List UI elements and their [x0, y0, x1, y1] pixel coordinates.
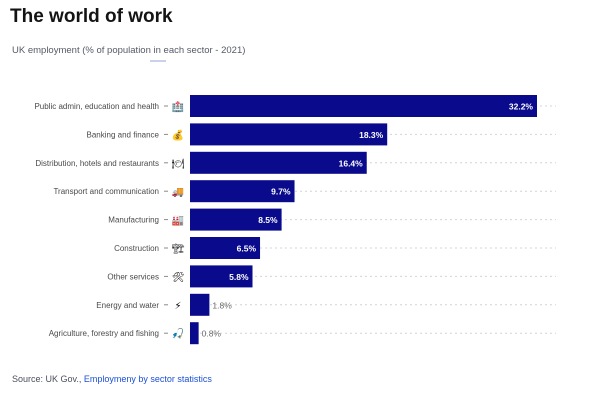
category-label: Transport and communication	[53, 187, 159, 196]
chart-title: The world of work	[10, 6, 173, 27]
source-note: Source: UK Gov., Employmeny by sector st…	[12, 374, 212, 384]
subtitle-underline	[150, 60, 166, 62]
factory-icon: 🏭	[172, 215, 184, 227]
category-label: Manufacturing	[108, 216, 159, 225]
data-label: 32.2%	[509, 102, 534, 112]
truck-icon: 🚚	[172, 187, 184, 198]
bar	[190, 151, 367, 174]
hospital-icon: 🏥	[172, 100, 184, 113]
category-label: Other services	[107, 272, 159, 281]
data-label: 1.8%	[212, 300, 232, 310]
bar	[190, 293, 210, 316]
data-label: 5.8%	[229, 272, 249, 282]
bar	[190, 208, 282, 231]
bar-chart: 32.2% Public admin, education and health 🏥…	[34, 95, 556, 345]
bar	[190, 237, 261, 259]
tools-icon: 🛠	[172, 271, 185, 283]
bar	[190, 322, 199, 345]
bar	[190, 265, 253, 288]
data-label: 8.5%	[258, 215, 278, 225]
data-label: 9.7%	[271, 187, 291, 197]
category-label: Distribution, hotels and restaurants	[35, 159, 159, 168]
category-label: Banking and finance	[87, 130, 160, 139]
money-bag-icon: 💰	[172, 128, 184, 141]
fishing-icon: 🎣	[172, 327, 184, 340]
bar	[190, 180, 295, 203]
plate-icon: 🍽	[172, 158, 185, 170]
bar	[190, 95, 537, 117]
category-label: Energy and water	[96, 301, 159, 310]
lightning-icon: ⚡	[174, 301, 181, 312]
data-label: 16.4%	[339, 158, 364, 168]
category-label: Public admin, education and health	[34, 102, 159, 111]
data-label: 18.3%	[359, 130, 384, 140]
chart-subtitle: UK employment (% of population in each s…	[12, 45, 246, 56]
bar	[190, 123, 388, 146]
data-label: 6.5%	[237, 244, 257, 254]
data-label: 0.8%	[202, 329, 222, 339]
crane-icon: 🏗	[172, 243, 185, 255]
category-label: Construction	[114, 244, 159, 253]
category-label: Agriculture, forestry and fishing	[49, 329, 159, 338]
source-prefix: Source: UK Gov.,	[12, 374, 84, 384]
source-link[interactable]: Employmeny by sector statistics	[83, 374, 212, 384]
